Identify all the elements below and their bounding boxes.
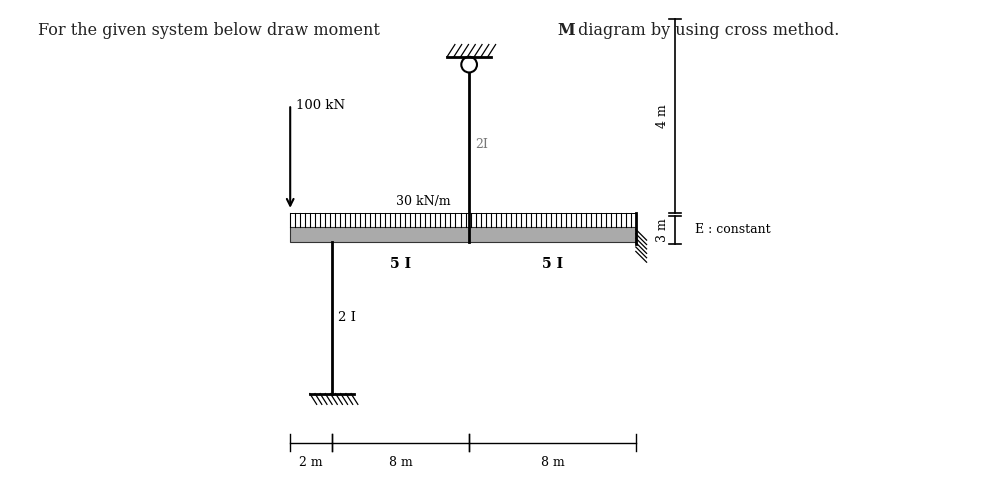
Text: 8 m: 8 m [541, 457, 564, 469]
Text: 2I: 2I [475, 138, 488, 151]
Text: For the given system below draw moment: For the given system below draw moment [38, 22, 385, 39]
Text: E : constant: E : constant [694, 223, 771, 236]
Text: 5 I: 5 I [390, 257, 411, 271]
Circle shape [461, 57, 477, 72]
Text: M: M [557, 22, 575, 39]
Text: diagram by using cross method.: diagram by using cross method. [573, 22, 840, 39]
Text: 100 kN: 100 kN [296, 100, 346, 112]
Text: 30 kN/m: 30 kN/m [396, 195, 450, 208]
Text: 4 m: 4 m [656, 104, 669, 128]
Text: 5 I: 5 I [542, 257, 563, 271]
Bar [291, 227, 636, 242]
Text: 2 I: 2 I [338, 311, 356, 324]
Text: 2 m: 2 m [300, 457, 323, 469]
Text: 8 m: 8 m [389, 457, 413, 469]
Text: 3 m: 3 m [656, 218, 669, 242]
